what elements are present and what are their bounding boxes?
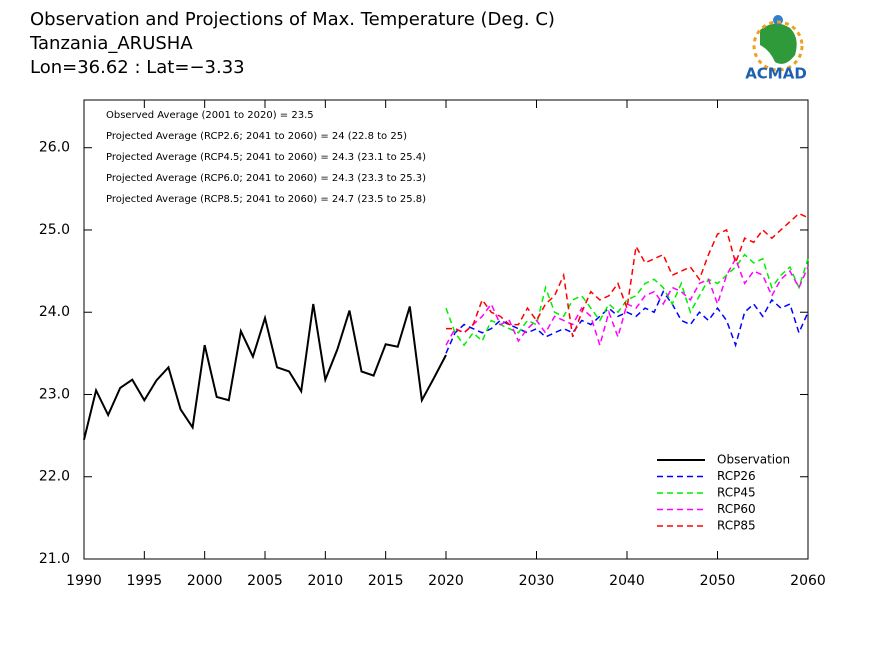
x-tick-label: 2005 <box>247 573 283 589</box>
series-line <box>445 253 809 347</box>
x-tick-label: 2015 <box>368 573 404 589</box>
y-tick-label: 24.0 <box>39 304 70 320</box>
y-tick-label: 23.0 <box>39 386 70 402</box>
annotation: Projected Average (RCP4.5; 2041 to 2060)… <box>106 152 426 163</box>
series-line <box>446 212 809 338</box>
series-line <box>445 290 809 354</box>
x-tick-label: 2010 <box>308 573 344 589</box>
annotation: Observed Average (2001 to 2020) = 23.5 <box>106 110 314 121</box>
legend-label: RCP45 <box>717 486 756 500</box>
chart-subtitle: Lon=36.62 : Lat=−3.33 <box>30 57 245 78</box>
x-tick-label: 2060 <box>790 573 826 589</box>
x-tick-label: 2040 <box>609 573 645 589</box>
x-tick-label: 2000 <box>187 573 223 589</box>
y-tick-label: 21.0 <box>39 551 70 567</box>
chart-title: Observation and Projections of Max. Temp… <box>30 9 555 30</box>
y-tick-label: 22.0 <box>39 469 70 485</box>
x-tick-label: 2050 <box>700 573 736 589</box>
y-tick-label: 26.0 <box>39 140 70 156</box>
x-tick-label: 2020 <box>428 573 464 589</box>
series-line <box>83 303 447 440</box>
annotation: Projected Average (RCP6.0; 2041 to 2060)… <box>106 173 426 184</box>
legend-label: Observation <box>717 453 790 467</box>
legend-label: RCP60 <box>717 502 756 516</box>
annotation: Projected Average (RCP2.6; 2041 to 2060)… <box>106 131 407 142</box>
chart-subtitle: Tanzania_ARUSHA <box>29 33 193 54</box>
logo-text: ACMAD <box>745 65 807 83</box>
x-tick-label: 1990 <box>66 573 102 589</box>
legend-label: RCP26 <box>717 469 756 483</box>
plot-frame <box>83 99 809 560</box>
legend-label: RCP85 <box>717 519 756 533</box>
x-tick-label: 2030 <box>519 573 555 589</box>
series-line <box>445 256 809 348</box>
logo: ACMAD <box>745 15 807 83</box>
x-tick-label: 1995 <box>127 573 163 589</box>
annotation: Projected Average (RCP8.5; 2041 to 2060)… <box>106 194 426 205</box>
y-tick-label: 25.0 <box>39 222 70 238</box>
